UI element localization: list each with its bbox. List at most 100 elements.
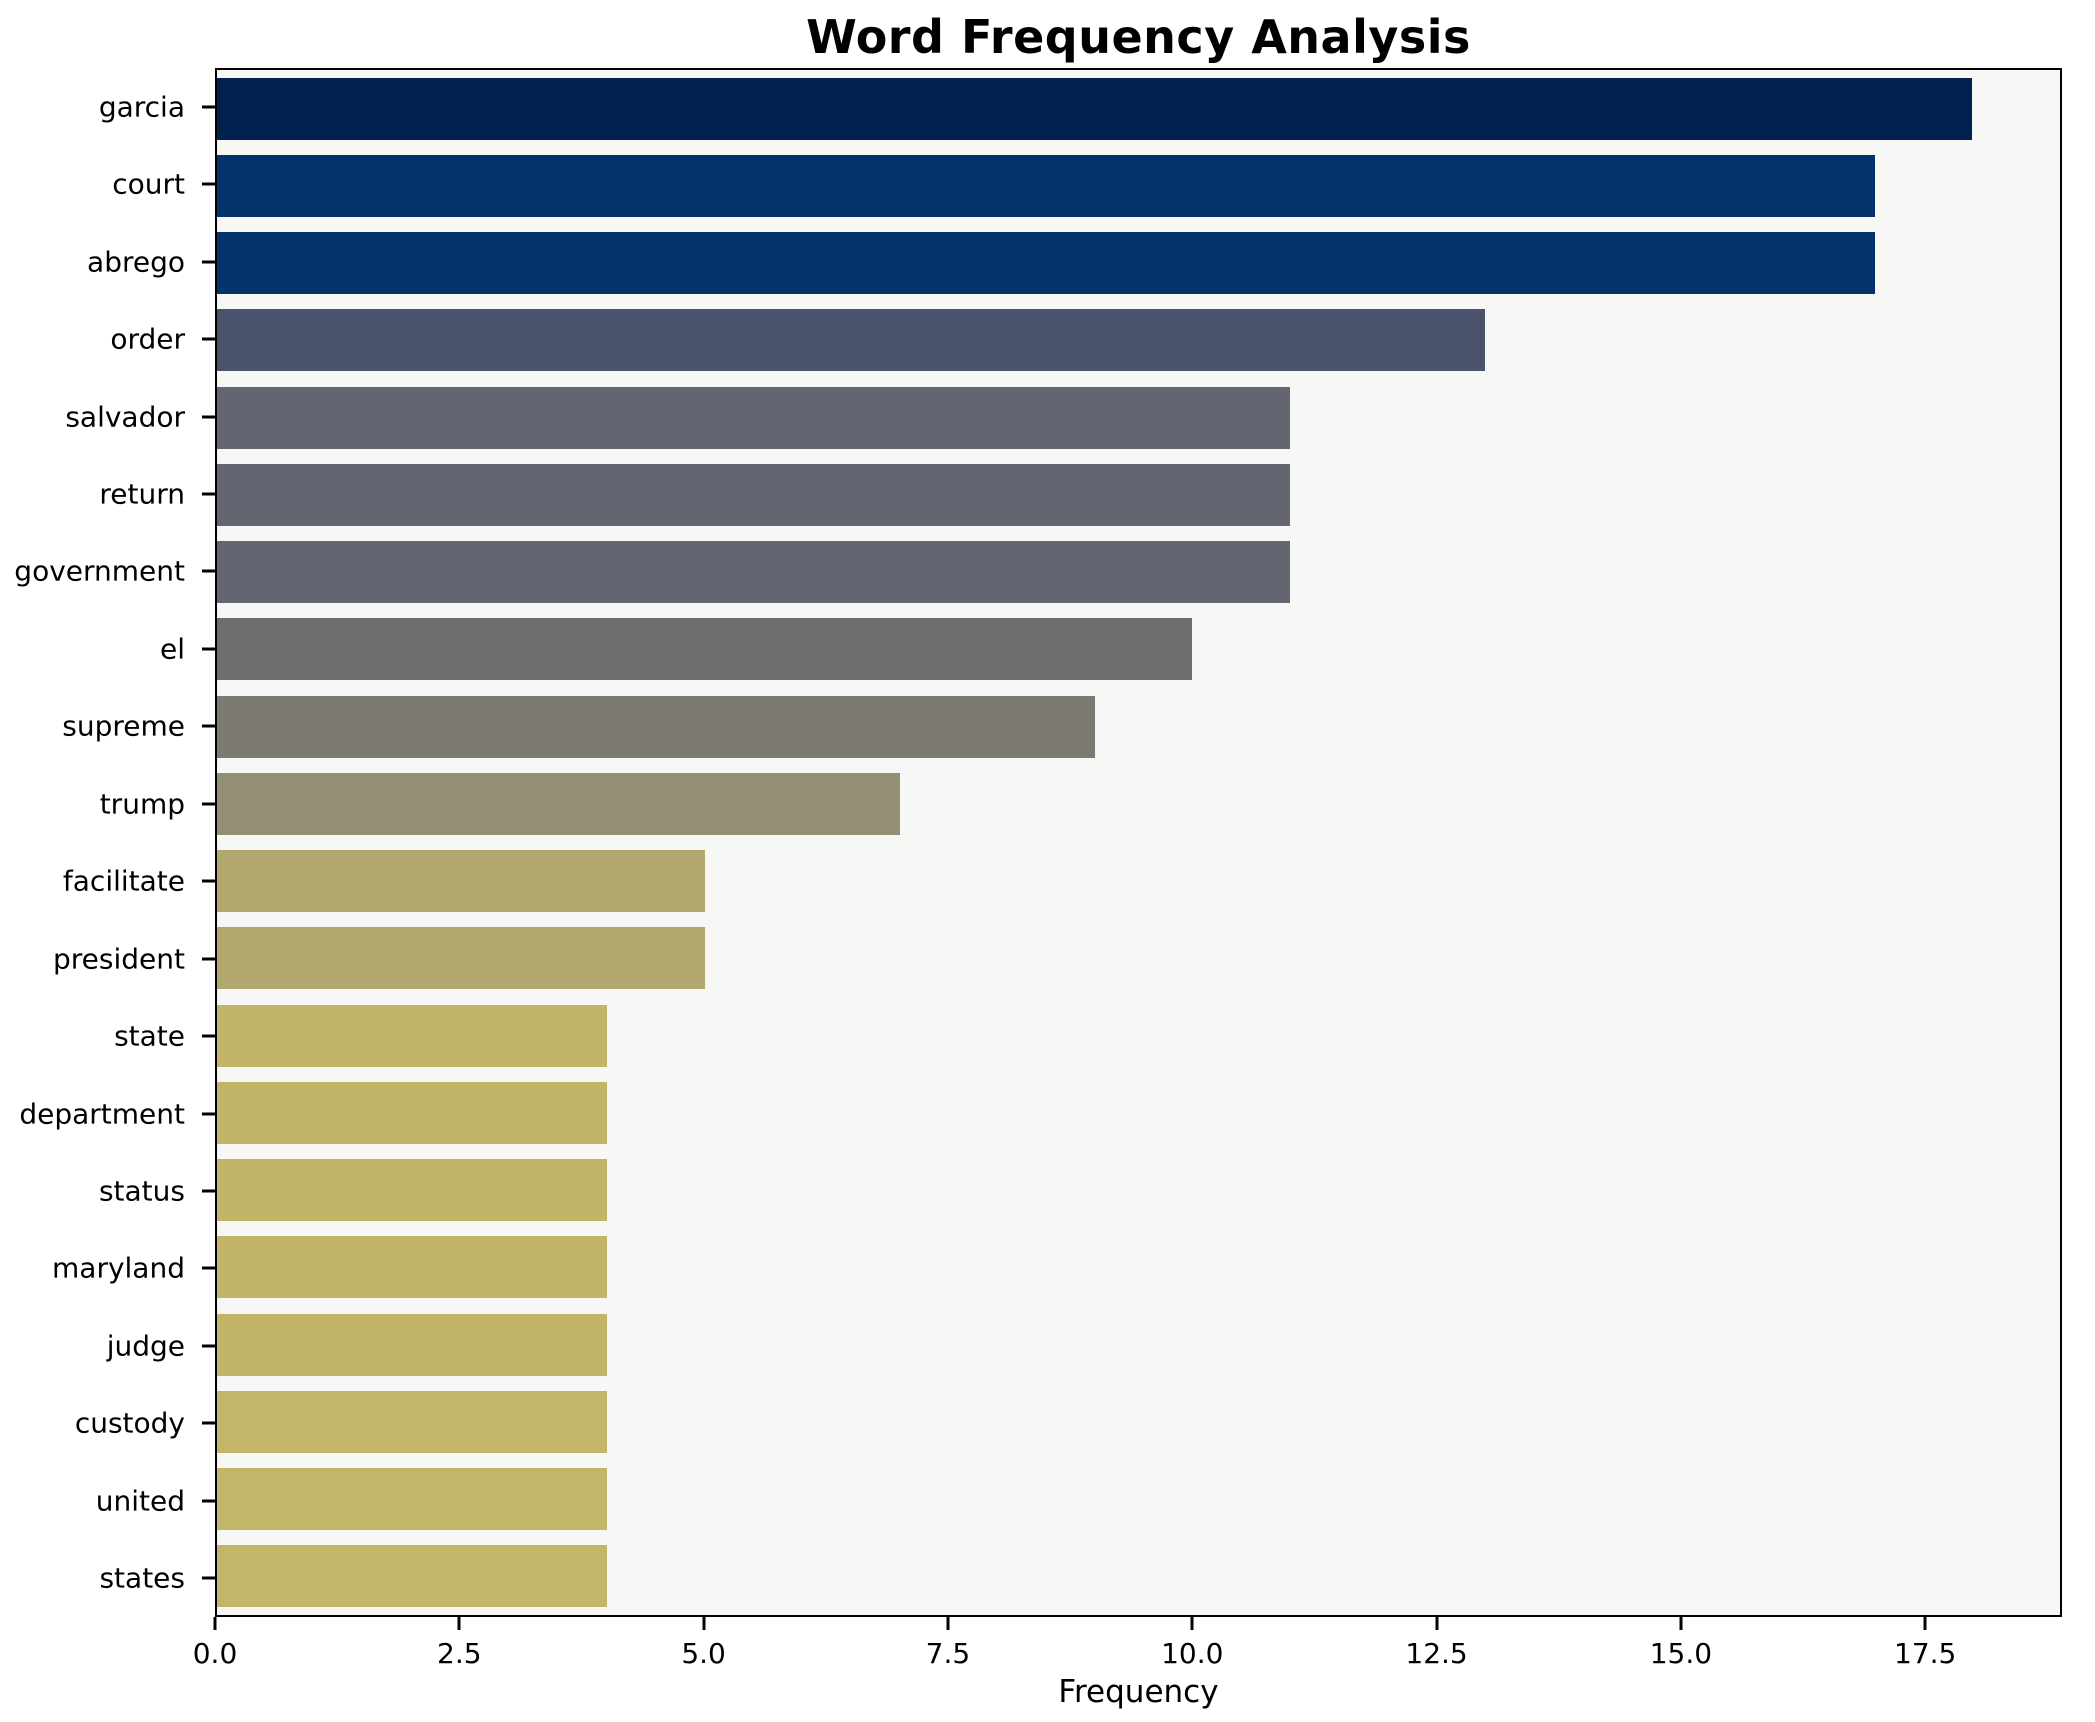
bar-trump (217, 772, 900, 835)
y-tick-label-return: return (99, 477, 185, 511)
bar-row (217, 843, 2060, 920)
bar-row (217, 534, 2060, 611)
bar-row (217, 1383, 2060, 1460)
x-tick-mark (457, 1617, 461, 1630)
bar-row (217, 920, 2060, 997)
bar-president (217, 927, 705, 990)
bar-row (217, 765, 2060, 842)
bar-court (217, 154, 1875, 217)
bar-row (217, 1461, 2060, 1538)
x-tick-label-5.0: 5.0 (681, 1637, 726, 1670)
y-tick-mark (202, 724, 215, 728)
bar-row (217, 997, 2060, 1074)
bar-judge (217, 1313, 608, 1376)
bar-row (217, 302, 2060, 379)
bar-united (217, 1468, 608, 1531)
y-tick-mark (202, 1112, 215, 1116)
bar-row (217, 456, 2060, 533)
y-tick-label-status: status (98, 1174, 185, 1208)
x-tick-mark (1679, 1617, 1683, 1630)
y-tick-label-president: president (53, 942, 185, 976)
bar-states (217, 1545, 608, 1608)
bar-maryland (217, 1236, 608, 1299)
bar-row (217, 1538, 2060, 1615)
x-tick-label-2.5: 2.5 (437, 1637, 482, 1670)
y-tick-label-trump: trump (99, 787, 185, 821)
x-tick-mark (213, 1617, 217, 1630)
bar-department (217, 1081, 608, 1144)
x-tick-label-0.0: 0.0 (192, 1637, 238, 1670)
bar-row (217, 70, 2060, 147)
bar-row (217, 1074, 2060, 1151)
y-tick-mark (202, 957, 215, 961)
y-tick-label-salvador: salvador (65, 400, 185, 434)
y-tick-mark (202, 802, 215, 806)
x-tick-label-7.5: 7.5 (925, 1637, 971, 1670)
bar-row (217, 611, 2060, 688)
x-tick-label-17.5: 17.5 (1894, 1637, 1957, 1670)
y-tick-mark (202, 415, 215, 419)
y-tick-mark (202, 1421, 215, 1425)
y-tick-mark (202, 260, 215, 264)
bar-abrego (217, 232, 1875, 295)
chart-title: Word Frequency Analysis (806, 10, 1471, 64)
y-tick-mark (202, 182, 215, 186)
bar-row (217, 1152, 2060, 1229)
y-tick-label-supreme: supreme (62, 709, 185, 743)
y-tick-mark (202, 1034, 215, 1038)
y-tick-label-court: court (112, 167, 185, 201)
x-axis: 0.0 2.5 5.0 7.5 10.0 12.5 15.0 17.5 (193, 1617, 2062, 1687)
bar-state (217, 1004, 608, 1067)
y-tick-mark (202, 1266, 215, 1270)
y-tick-mark (202, 1576, 215, 1580)
y-tick-label-states: states (99, 1561, 185, 1595)
y-tick-label-garcia: garcia (98, 90, 185, 124)
bar-custody (217, 1390, 608, 1453)
y-tick-label-el: el (159, 632, 185, 666)
y-tick-mark (202, 879, 215, 883)
y-tick-label-judge: judge (106, 1329, 185, 1363)
x-tick-label-10.0: 10.0 (1161, 1637, 1224, 1670)
y-tick-mark (202, 1344, 215, 1348)
y-tick-mark (202, 569, 215, 573)
y-tick-mark (202, 1499, 215, 1503)
y-tick-label-government: government (14, 554, 185, 588)
x-tick-mark (1435, 1617, 1439, 1630)
bar-order (217, 309, 1485, 372)
x-tick-label-12.5: 12.5 (1405, 1637, 1468, 1670)
bar-row (217, 379, 2060, 456)
y-tick-label-order: order (110, 322, 185, 356)
x-tick-mark (1190, 1617, 1194, 1630)
y-tick-mark (202, 105, 215, 109)
bar-status (217, 1159, 608, 1222)
bar-government (217, 541, 1290, 604)
x-tick-mark (702, 1617, 706, 1630)
y-axis: garcia court abrego order salvador return gove… (0, 68, 215, 1617)
bar-row (217, 1306, 2060, 1383)
y-tick-label-united: united (95, 1484, 185, 1518)
bar-facilitate (217, 850, 705, 913)
y-tick-label-facilitate: facilitate (62, 864, 185, 898)
y-tick-label-custody: custody (74, 1406, 185, 1440)
x-tick-mark (1923, 1617, 1927, 1630)
y-tick-label-maryland: maryland (52, 1251, 185, 1285)
y-tick-mark (202, 647, 215, 651)
x-tick-mark (946, 1617, 950, 1630)
y-tick-label-state: state (114, 1019, 185, 1053)
bar-el (217, 618, 1193, 681)
bar-supreme (217, 695, 1095, 758)
y-tick-mark (202, 337, 215, 341)
bar-row (217, 147, 2060, 224)
y-tick-mark (202, 492, 215, 496)
bar-row (217, 225, 2060, 302)
x-axis-label: Frequency (1058, 1674, 1219, 1710)
y-tick-label-abrego: abrego (87, 245, 185, 279)
bar-row (217, 688, 2060, 765)
bar-return (217, 463, 1290, 526)
bar-row (217, 1229, 2060, 1306)
y-tick-mark (202, 1189, 215, 1193)
y-tick-label-department: department (19, 1097, 185, 1131)
bar-garcia (217, 77, 1973, 140)
bar-salvador (217, 386, 1290, 449)
